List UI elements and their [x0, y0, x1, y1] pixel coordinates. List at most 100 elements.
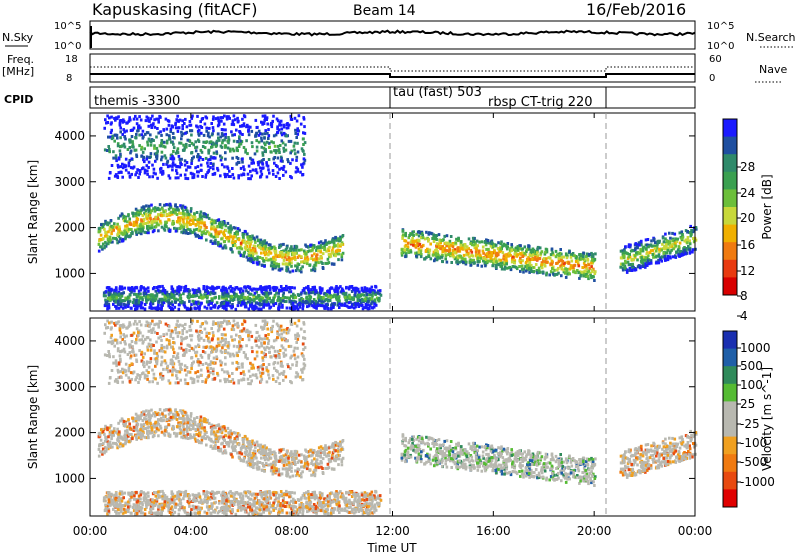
velocity-cell	[251, 439, 254, 443]
power-cell	[116, 222, 119, 226]
velocity-cell	[338, 444, 342, 448]
power-cell	[529, 254, 532, 258]
date-label: 16/Feb/2016	[586, 0, 686, 19]
power-cell	[243, 296, 246, 299]
power-cell	[282, 291, 285, 295]
cpid-segment-themis: themis -3300	[94, 94, 180, 109]
power-cell	[118, 121, 122, 125]
power-cell	[296, 132, 300, 136]
power-cell	[162, 140, 166, 144]
power-cell	[238, 295, 242, 299]
power-cell	[674, 237, 677, 241]
power-cell	[472, 240, 476, 244]
power-cell	[159, 170, 162, 174]
power-cell	[146, 221, 150, 225]
power-cell	[246, 152, 249, 156]
power-cell	[255, 251, 258, 255]
power-cell	[421, 236, 425, 240]
power-cell	[248, 292, 251, 296]
power-cell	[274, 247, 277, 250]
power-cell	[313, 263, 316, 267]
velocity-cell	[99, 450, 102, 454]
velocity-cell	[199, 415, 203, 419]
velocity-cell	[174, 416, 177, 420]
power-cell	[243, 285, 246, 289]
power-cell	[160, 139, 164, 142]
power-cell	[282, 249, 285, 253]
power-cell	[106, 221, 109, 225]
power-cell	[293, 141, 297, 145]
power-cell	[183, 205, 187, 209]
power-cell	[268, 258, 271, 262]
power-cell	[536, 251, 539, 255]
power-cell	[355, 295, 359, 299]
power-cell	[145, 215, 148, 219]
velocity-cell	[146, 422, 149, 426]
velocity-cell	[137, 416, 141, 419]
power-cell	[260, 288, 264, 291]
velocity-cell	[182, 432, 185, 436]
power-cell	[222, 230, 225, 234]
velocity-cell	[250, 445, 253, 448]
power-cell	[308, 249, 311, 253]
power-cell	[161, 207, 164, 211]
power-cell	[191, 215, 195, 219]
power-cell	[290, 302, 293, 306]
power-cell	[267, 249, 271, 253]
power-cell	[489, 244, 493, 248]
power-cell	[178, 141, 181, 145]
power-cell	[200, 131, 203, 135]
power-cell	[167, 174, 171, 178]
power-cell	[231, 147, 235, 151]
power-cell	[427, 239, 430, 243]
power-cell	[677, 253, 681, 257]
power-cell	[295, 248, 298, 252]
power-cell	[593, 257, 597, 261]
power-cell	[244, 150, 247, 154]
power-cell	[404, 231, 407, 235]
power-cell	[214, 144, 218, 148]
power-cell	[359, 301, 363, 305]
power-cell	[227, 236, 231, 240]
power-cell	[262, 259, 265, 263]
velocity-cell	[135, 437, 138, 441]
power-cell	[220, 119, 223, 123]
velocity-cell	[171, 417, 174, 421]
power-cell	[273, 144, 277, 148]
power-cell	[143, 291, 147, 295]
power-cell	[225, 289, 229, 293]
power-cell	[144, 132, 147, 136]
power-cell	[246, 232, 249, 236]
power-cell	[419, 250, 422, 254]
power-cell	[484, 261, 488, 264]
power-cell	[177, 154, 181, 158]
power-cell	[350, 302, 354, 306]
power-cell	[281, 141, 285, 145]
power-cell	[246, 295, 250, 299]
velocity-cell	[136, 414, 139, 418]
power-cell	[465, 250, 469, 253]
power-cell	[223, 304, 226, 308]
power-cell	[126, 226, 129, 230]
power-cell	[152, 167, 156, 171]
power-cell	[666, 257, 669, 261]
power-cell	[224, 236, 228, 240]
power-cell	[337, 258, 340, 262]
power-cell	[415, 232, 418, 236]
power-cell	[495, 266, 498, 270]
power-cell	[192, 175, 196, 179]
power-cell	[252, 287, 255, 291]
velocity-cell	[139, 429, 142, 433]
power-cell	[634, 254, 637, 258]
velocity-cell	[256, 460, 259, 464]
power-cell	[235, 155, 239, 159]
power-cell	[111, 297, 114, 301]
power-cell	[337, 252, 341, 256]
power-cell	[502, 254, 506, 258]
power-cell	[660, 259, 663, 263]
power-cell	[509, 268, 513, 272]
power-cell	[536, 254, 539, 258]
velocity-cell	[310, 459, 314, 463]
power-cell	[623, 266, 627, 270]
power-cell	[119, 154, 122, 158]
